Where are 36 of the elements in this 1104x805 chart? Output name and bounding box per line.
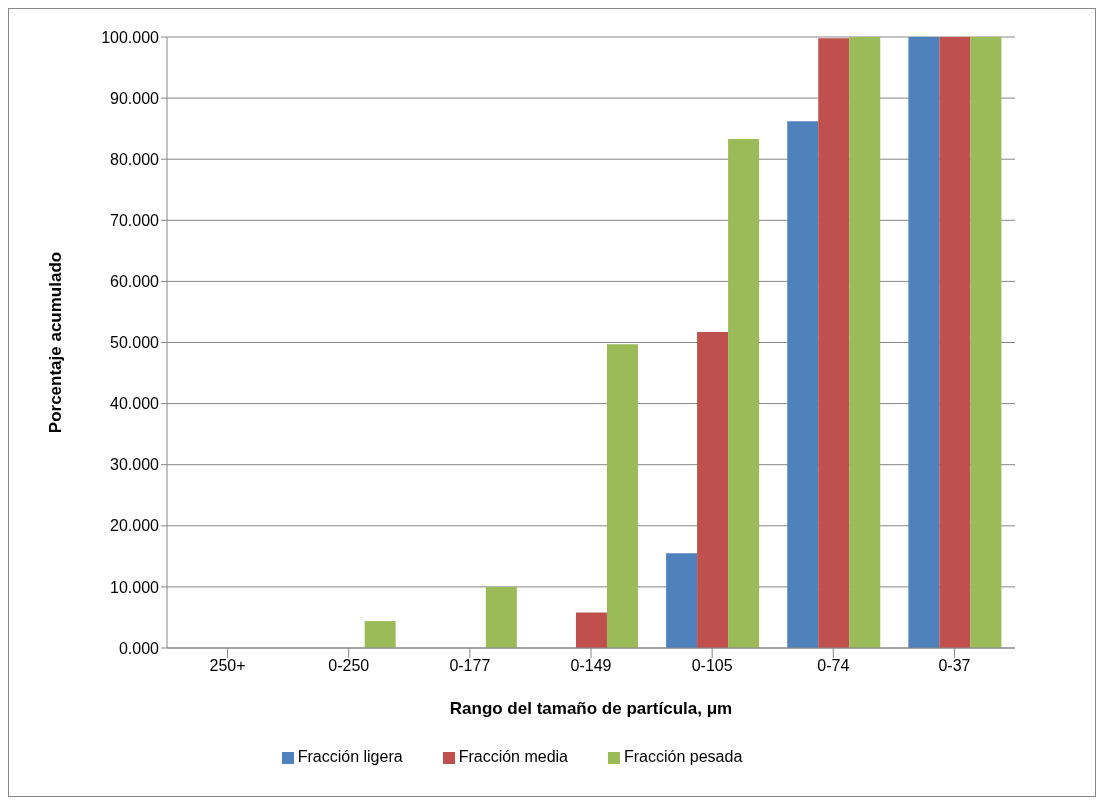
y-tick-label: 80.000	[110, 150, 160, 168]
x-tick-label: 0-74	[817, 657, 850, 675]
x-tick-label: 0-105	[691, 657, 733, 675]
bar	[787, 121, 819, 648]
x-tick-label: 250+	[209, 657, 246, 675]
y-tick-label: 70.000	[110, 211, 160, 229]
legend-label: Fracción pesada	[624, 748, 743, 765]
bar	[728, 139, 760, 648]
y-tick-label: 100.000	[101, 28, 160, 46]
bar	[606, 344, 638, 648]
bar	[485, 586, 517, 648]
x-axis-title: Rango del tamaño de partícula, μm	[449, 699, 733, 718]
legend-label: Fracción ligera	[297, 748, 403, 765]
bar	[697, 332, 729, 648]
bar	[364, 621, 396, 648]
y-tick-label: 10.000	[110, 578, 160, 596]
bar	[849, 37, 881, 648]
bar	[818, 38, 850, 648]
y-tick-label: 20.000	[110, 517, 160, 535]
legend-label: Fracción media	[458, 748, 568, 765]
y-axis-title: Porcentaje acumulado	[46, 251, 66, 434]
x-tick-label: 0-250	[328, 657, 370, 675]
y-tick-label: 60.000	[110, 273, 160, 291]
x-tick-label: 0-177	[449, 657, 491, 675]
x-tick-label: 0-37	[938, 657, 971, 675]
y-tick-label: 90.000	[110, 89, 160, 107]
x-tick-label: 0-149	[570, 657, 612, 675]
bar	[575, 612, 607, 648]
bar	[970, 37, 1002, 648]
bar	[666, 553, 698, 648]
bar	[939, 37, 971, 648]
y-tick-label: 40.000	[110, 395, 160, 413]
bar	[908, 37, 940, 648]
y-tick-label: 30.000	[110, 456, 160, 474]
y-tick-label: 50.000	[110, 334, 160, 352]
y-tick-label: 0.000	[118, 639, 160, 657]
